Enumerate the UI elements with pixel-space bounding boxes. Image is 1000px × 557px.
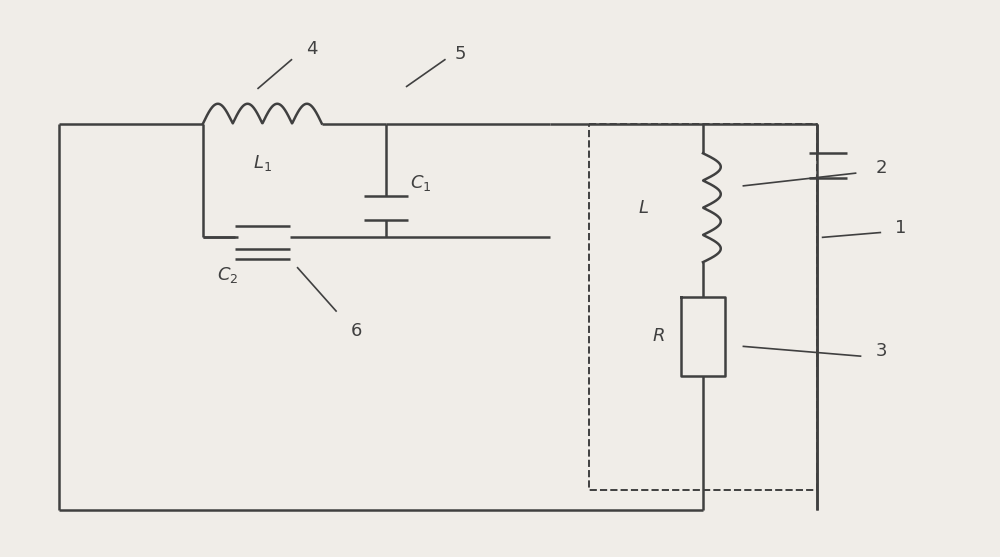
Text: $C_2$: $C_2$	[217, 265, 238, 285]
Text: 6: 6	[351, 323, 362, 340]
Text: 1: 1	[895, 218, 907, 237]
Text: 5: 5	[455, 45, 466, 63]
Text: 4: 4	[306, 40, 318, 58]
Text: $C_1$: $C_1$	[410, 173, 432, 193]
Text: 2: 2	[875, 159, 887, 177]
Text: $L$: $L$	[638, 199, 649, 217]
Text: $L_1$: $L_1$	[253, 153, 272, 173]
Text: 3: 3	[875, 342, 887, 360]
Text: $R$: $R$	[652, 328, 665, 345]
